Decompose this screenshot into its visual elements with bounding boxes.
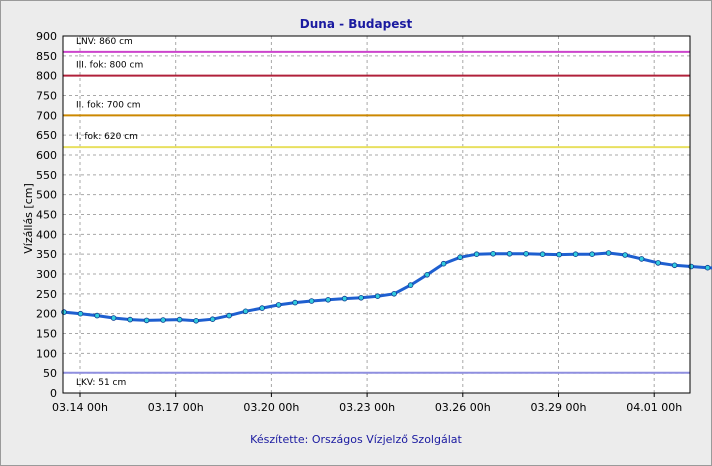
x-tick-label: 03.20 00h bbox=[243, 401, 299, 414]
x-tick-label: 03.26 00h bbox=[435, 401, 491, 414]
x-tick-label: 03.14 00h bbox=[52, 401, 108, 414]
data-point bbox=[671, 262, 678, 269]
data-point bbox=[440, 260, 447, 267]
y-tick-label: 500 bbox=[36, 189, 57, 202]
y-tick-label: 350 bbox=[36, 248, 57, 261]
y-tick-label: 800 bbox=[36, 70, 57, 83]
data-point bbox=[605, 250, 612, 256]
footer-credit: Készítette: Országos Vízjelző Szolgálat bbox=[250, 433, 462, 446]
x-tick-label: 04.01 00h bbox=[626, 401, 682, 414]
data-point bbox=[308, 298, 315, 304]
data-point bbox=[77, 310, 84, 317]
data-point bbox=[110, 315, 117, 321]
chart-title: Duna - Budapest bbox=[299, 17, 413, 31]
data-point bbox=[176, 316, 183, 323]
reference-line-label: III. fok: 800 cm bbox=[76, 61, 143, 71]
data-point bbox=[209, 316, 216, 323]
data-point bbox=[523, 251, 529, 257]
y-tick-label: 700 bbox=[36, 109, 57, 122]
data-point bbox=[589, 251, 595, 258]
y-tick-label: 900 bbox=[36, 30, 57, 43]
y-tick-label: 200 bbox=[36, 308, 57, 321]
x-tick-label: 03.29 00h bbox=[531, 401, 587, 414]
data-point bbox=[226, 312, 232, 319]
y-tick-label: 450 bbox=[36, 209, 57, 222]
reference-line-label: LNV: 860 cm bbox=[76, 37, 133, 47]
y-tick-label: 850 bbox=[36, 50, 57, 63]
data-point bbox=[143, 317, 150, 324]
data-point bbox=[325, 296, 331, 303]
data-point bbox=[506, 251, 513, 257]
y-tick-label: 650 bbox=[36, 129, 57, 142]
data-point bbox=[622, 252, 628, 258]
data-point bbox=[490, 251, 496, 257]
reference-line-label: II. fok: 700 cm bbox=[76, 100, 141, 110]
data-point bbox=[424, 271, 430, 278]
y-tick-label: 250 bbox=[36, 288, 57, 301]
y-tick-label: 400 bbox=[36, 228, 57, 241]
data-point bbox=[391, 290, 397, 297]
data-point bbox=[572, 251, 579, 258]
data-point bbox=[259, 305, 265, 311]
y-tick-label: 600 bbox=[36, 149, 57, 162]
data-point bbox=[275, 302, 282, 308]
y-tick-label: 50 bbox=[43, 367, 57, 380]
y-tick-label: 550 bbox=[36, 169, 57, 182]
reference-line-label: LKV: 51 cm bbox=[76, 378, 126, 388]
y-axis-label: Vízállás [cm] bbox=[22, 183, 35, 254]
y-tick-label: 300 bbox=[36, 268, 57, 281]
data-point bbox=[160, 317, 166, 323]
data-point bbox=[539, 251, 546, 258]
y-tick-label: 100 bbox=[36, 347, 57, 360]
y-tick-label: 0 bbox=[50, 387, 57, 400]
y-tick-label: 150 bbox=[36, 328, 57, 341]
data-point bbox=[61, 309, 67, 315]
data-point bbox=[473, 251, 480, 258]
x-tick-label: 03.23 00h bbox=[339, 401, 395, 414]
x-tick-label: 03.17 00h bbox=[148, 401, 204, 414]
data-point bbox=[94, 312, 100, 319]
data-point bbox=[704, 264, 711, 271]
data-point bbox=[358, 294, 364, 301]
data-point bbox=[193, 317, 199, 324]
data-point bbox=[374, 293, 381, 300]
data-point bbox=[242, 308, 249, 315]
data-point bbox=[556, 251, 562, 258]
data-point bbox=[127, 316, 133, 323]
data-point bbox=[457, 254, 463, 261]
data-point bbox=[638, 256, 645, 262]
y-tick-label: 750 bbox=[36, 90, 57, 103]
data-point bbox=[688, 263, 694, 270]
reference-line-label: I. fok: 620 cm bbox=[76, 132, 138, 142]
data-point bbox=[655, 260, 661, 266]
plot-border bbox=[62, 35, 691, 394]
data-point bbox=[407, 282, 414, 288]
data-point bbox=[341, 295, 348, 302]
data-point bbox=[292, 299, 298, 306]
